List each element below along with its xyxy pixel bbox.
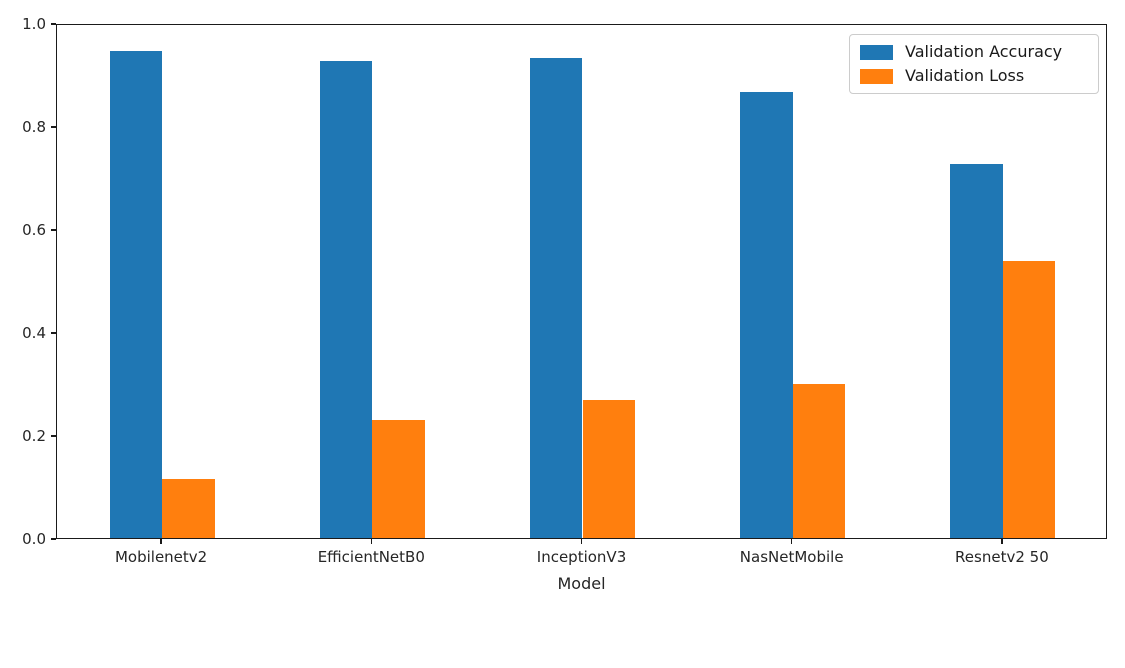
y-tick-label: 0.0 — [22, 530, 46, 548]
y-tick-label: 0.8 — [22, 118, 46, 136]
y-tick-label: 0.2 — [22, 427, 46, 445]
legend-label: Validation Accuracy — [905, 42, 1063, 61]
x-tick-mark — [790, 539, 793, 544]
legend-item-validation-accuracy: Validation Accuracy — [860, 43, 1088, 61]
y-tick-mark — [51, 126, 56, 128]
bar-validation-accuracy-efficientnetb0 — [319, 60, 373, 538]
legend-item-validation-loss: Validation Loss — [860, 67, 1088, 85]
y-tick-mark — [51, 229, 56, 231]
x-tick-label-mobilenetv2: Mobilenetv2 — [114, 548, 208, 566]
x-tick-label-nasnetmobile: NasNetMobile — [739, 548, 844, 566]
y-tick-label: 0.4 — [22, 324, 46, 342]
bar-validation-loss-inceptionv3 — [582, 399, 636, 538]
legend-swatch-validation-loss — [860, 68, 893, 84]
x-tick-label-inceptionv3: InceptionV3 — [536, 548, 627, 566]
bar-validation-accuracy-inceptionv3 — [529, 58, 583, 538]
bar-validation-loss-mobilenetv2 — [162, 479, 215, 538]
y-tick-mark — [51, 435, 56, 437]
x-tick-mark — [160, 539, 162, 544]
y-tick-label: 0.6 — [22, 221, 46, 239]
x-tick-label-resnetv2-50: Resnetv2 50 — [955, 548, 1049, 566]
x-tick-mark — [370, 539, 373, 544]
bar-validation-accuracy-mobilenetv2 — [109, 50, 163, 538]
bar-validation-loss-resnetv2-50 — [1002, 260, 1056, 538]
x-tick-mark — [1001, 539, 1003, 544]
x-axis-label: Model — [557, 574, 606, 593]
bar-validation-accuracy-nasnetmobile — [740, 91, 793, 538]
bar-validation-loss-efficientnetb0 — [372, 420, 425, 538]
bar-validation-accuracy-resnetv2-50 — [950, 163, 1003, 538]
y-tick-label: 1.0 — [22, 15, 46, 33]
plot-area — [56, 24, 1107, 539]
y-tick-mark — [51, 332, 56, 334]
y-tick-mark — [51, 23, 56, 25]
x-tick-label-efficientnetb0: EfficientNetB0 — [317, 548, 425, 566]
bar-validation-loss-nasnetmobile — [792, 384, 846, 538]
legend-label: Validation Loss — [905, 66, 1025, 85]
y-tick-mark — [51, 538, 56, 540]
legend-swatch-validation-accuracy — [860, 44, 893, 60]
x-tick-mark — [580, 539, 583, 544]
legend: Validation Accuracy Validation Loss — [849, 34, 1099, 94]
